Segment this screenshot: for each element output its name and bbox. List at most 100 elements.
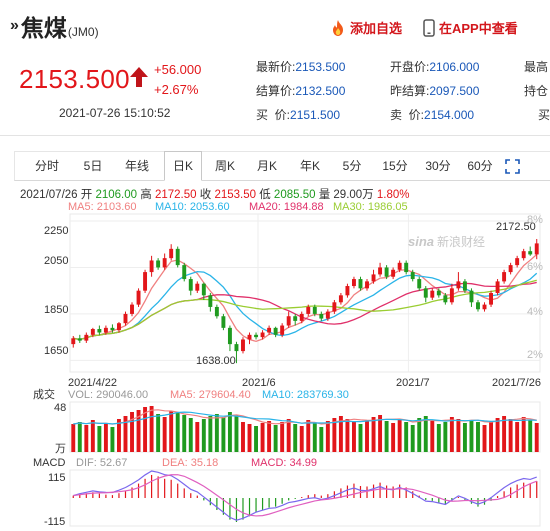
fullscreen-icon[interactable]	[505, 159, 520, 174]
tab-monthly-k[interactable]: 月K	[256, 159, 277, 173]
tab-weekly-k[interactable]: 周K	[214, 159, 235, 173]
flame-icon	[333, 19, 343, 36]
x-tick: 2021/4/22	[68, 377, 117, 389]
tab-15min[interactable]: 15分	[382, 159, 408, 173]
info-close-label: 收	[199, 189, 212, 201]
pct-tick: 2%	[527, 349, 543, 361]
field-label: 结算价:	[256, 84, 296, 98]
volume-bar	[352, 422, 356, 452]
candle-body	[436, 290, 441, 296]
field-label: 买 价:	[256, 108, 291, 122]
moving-averages	[73, 253, 538, 343]
instrument-title: »焦煤(JM0)	[10, 9, 99, 43]
ma10-line	[73, 270, 538, 341]
phone-icon	[423, 18, 435, 37]
y-tick: 2250	[44, 225, 68, 237]
volume-bar	[247, 424, 252, 452]
info-low: 2085.50	[273, 189, 316, 201]
volume-bar	[90, 420, 95, 452]
tab-yearly-k[interactable]: 年K	[299, 159, 320, 173]
macd-ytop: 115	[48, 472, 66, 484]
volume-bar	[84, 425, 89, 452]
volume-bars	[71, 406, 539, 452]
ma10-label: MA10: 2053.60	[155, 201, 230, 213]
field-label: 持仓	[524, 84, 549, 98]
open-app-button[interactable]: 在APP中查看	[423, 18, 518, 37]
candle-body	[502, 272, 507, 282]
candle-body	[156, 260, 161, 268]
y-tick: 1850	[44, 304, 68, 316]
field-high: 最高	[524, 58, 548, 75]
tab-5day[interactable]: 5日	[83, 159, 103, 173]
volume-bar	[149, 406, 154, 452]
volume-bar	[495, 418, 500, 452]
period-tabs: 分时 5日 年线 日K 周K 月K 年K 5分 15分 30分 60分	[14, 151, 550, 181]
volume-bar	[469, 420, 474, 452]
volume-bar	[528, 420, 533, 452]
open-app-label: 在APP中查看	[439, 21, 518, 36]
volume-bar	[482, 425, 487, 452]
volume-bar	[325, 421, 330, 452]
tab-60min[interactable]: 60分	[467, 159, 493, 173]
candle-body	[365, 281, 369, 289]
volume-bar	[384, 421, 389, 452]
candle-body	[397, 262, 402, 270]
candle-body	[267, 327, 272, 333]
field-label: 买	[538, 108, 550, 122]
info-low-label: 低	[259, 189, 271, 201]
field-value: 2106.000	[429, 60, 480, 74]
volume-bar	[254, 426, 258, 452]
ma5-line	[73, 253, 538, 343]
candle-body	[462, 281, 467, 291]
candle-body	[384, 267, 389, 277]
tab-daily-k[interactable]: 日K	[164, 151, 202, 181]
volume-bar	[476, 422, 480, 452]
candle-body	[410, 272, 415, 280]
macd-histogram	[72, 474, 538, 522]
candle-body	[208, 295, 213, 307]
min-price-label: 1638.00	[196, 355, 236, 367]
volume-bar	[306, 420, 311, 452]
volume-bar	[169, 411, 174, 452]
volume-bar	[175, 413, 180, 452]
volume-bar	[208, 416, 213, 452]
field-value: 2097.500	[429, 84, 480, 98]
field-value: 2154.000	[424, 108, 475, 122]
info-date: 2021/07/26	[20, 189, 78, 201]
volume-bar	[319, 427, 324, 452]
candle-body	[241, 339, 245, 352]
volume-frame	[69, 401, 541, 453]
candle-body	[508, 265, 513, 273]
info-open: 2106.00	[95, 189, 138, 201]
instrument-code: (JM0)	[67, 25, 99, 39]
volume-bar	[365, 420, 369, 452]
volume-bar	[214, 414, 219, 452]
tab-5min[interactable]: 5分	[342, 159, 362, 173]
candle-body	[495, 281, 500, 293]
candle-body	[443, 295, 448, 303]
candle-body	[234, 344, 239, 352]
quote-timestamp: 2021-07-26 15:10:52	[59, 106, 171, 120]
candle-body	[117, 323, 121, 331]
candle-body	[254, 334, 258, 338]
tab-fenshi[interactable]: 分时	[34, 159, 59, 173]
volume-bar	[312, 423, 317, 452]
field-open: 开盘价:2106.000	[390, 58, 479, 75]
double-chevron-icon[interactable]: »	[10, 17, 19, 34]
macd-dif: DIF: 52.67	[76, 457, 127, 469]
volume-bar	[378, 415, 383, 452]
candle-body	[286, 316, 291, 326]
tab-30min[interactable]: 30分	[425, 159, 451, 173]
tab-year-line[interactable]: 年线	[124, 159, 149, 173]
volume-bar	[123, 416, 128, 452]
add-watchlist-button[interactable]: 添加自选	[330, 18, 402, 37]
candle-body	[195, 283, 200, 291]
volume-bar	[201, 419, 206, 452]
pct-tick: 6%	[527, 261, 543, 273]
candle-body	[404, 262, 409, 273]
volume-bar	[534, 423, 539, 452]
volume-bar	[462, 423, 467, 452]
volume-bar	[430, 421, 435, 452]
volume-ma10-line	[73, 411, 537, 425]
candle-body	[201, 283, 206, 296]
